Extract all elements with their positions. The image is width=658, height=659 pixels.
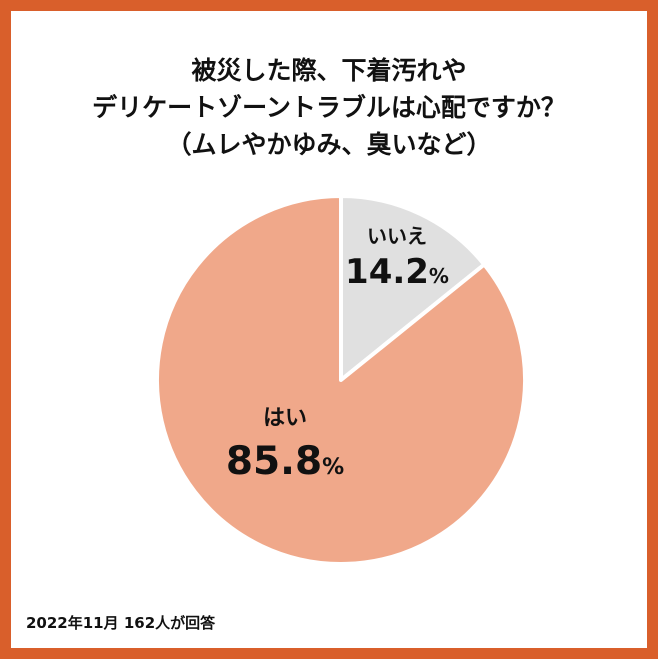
pie-slices (155, 194, 528, 566)
footnote: 2022年11月 162人が回答 (26, 614, 216, 632)
slice-label-yes: はい (263, 406, 307, 431)
title-line-3: （ムレやかゆみ、臭いなど） (166, 130, 492, 159)
title-line-2: デリケートゾーントラブルは心配ですか？ (92, 93, 566, 122)
pie-labels: いいえ 14.2% はい 85.8% (226, 224, 449, 484)
slice-value-yes: 85.8% (226, 439, 344, 484)
slice-value-no: 14.2% (345, 252, 449, 292)
title-line-1: 被災した際、下着汚れや (191, 56, 467, 85)
pie-slice-no (339, 194, 487, 382)
slice-label-no: いいえ (367, 224, 427, 248)
chart-title: 被災した際、下着汚れや デリケートゾーントラブルは心配ですか？ （ムレやかゆみ、… (11, 52, 647, 163)
pie-slice-yes (155, 194, 528, 566)
